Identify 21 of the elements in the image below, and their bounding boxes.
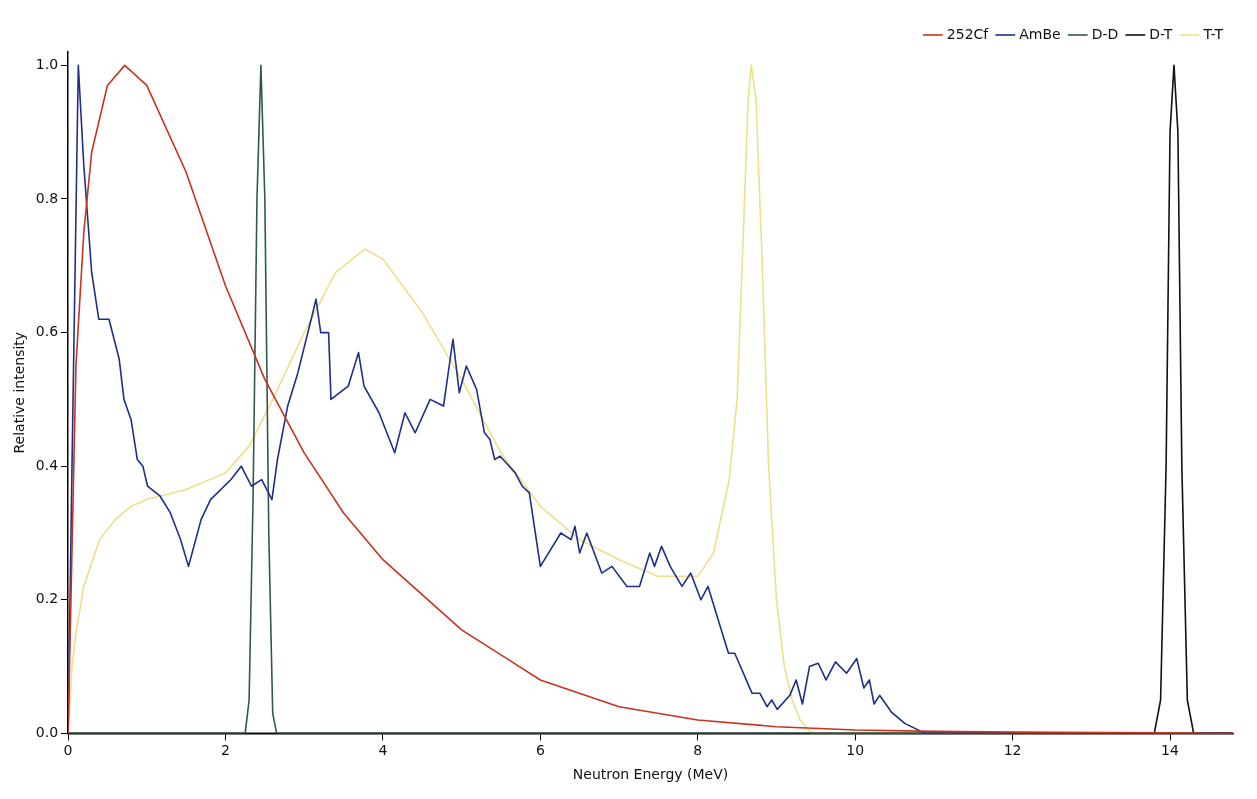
y-tick-label: 0.2: [35, 590, 59, 607]
legend-label: T-T: [1202, 25, 1224, 42]
legend-label: AmBe: [1019, 25, 1061, 42]
x-tick-label: 10: [846, 742, 865, 759]
x-tick-label: 12: [1003, 742, 1022, 759]
x-axis-title: Neutron Energy (MeV): [572, 766, 729, 783]
y-tick-label: 0.8: [35, 189, 59, 206]
legend-label: 252Cf: [946, 25, 990, 42]
x-tick-label: 2: [221, 742, 230, 759]
x-tick-label: 6: [535, 742, 545, 759]
y-axis-title: Relative intensity: [11, 331, 28, 454]
legend-label: D-D: [1091, 25, 1119, 42]
x-tick-label: 4: [378, 742, 388, 759]
y-tick-label: 0.0: [35, 724, 59, 741]
y-tick-label: 1.0: [35, 56, 59, 72]
x-tick-label: 0: [63, 742, 73, 759]
x-tick-label: 8: [693, 742, 703, 759]
x-tick-label: 14: [1161, 742, 1180, 759]
y-tick-label: 0.4: [35, 456, 59, 473]
y-tick-label: 0.6: [35, 323, 59, 340]
legend-label: D-T: [1149, 25, 1173, 42]
